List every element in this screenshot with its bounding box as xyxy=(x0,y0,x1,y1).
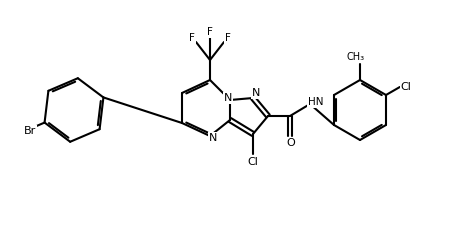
Text: F: F xyxy=(225,33,231,43)
Text: CH₃: CH₃ xyxy=(347,52,365,62)
Text: O: O xyxy=(287,138,295,148)
Text: F: F xyxy=(207,27,213,37)
Text: Cl: Cl xyxy=(247,157,258,167)
Text: N: N xyxy=(252,88,260,98)
Text: Cl: Cl xyxy=(401,82,411,92)
Text: F: F xyxy=(189,33,195,43)
Text: N: N xyxy=(209,133,217,143)
Text: N: N xyxy=(224,93,232,103)
Text: HN: HN xyxy=(308,97,324,107)
Text: Br: Br xyxy=(24,126,36,136)
